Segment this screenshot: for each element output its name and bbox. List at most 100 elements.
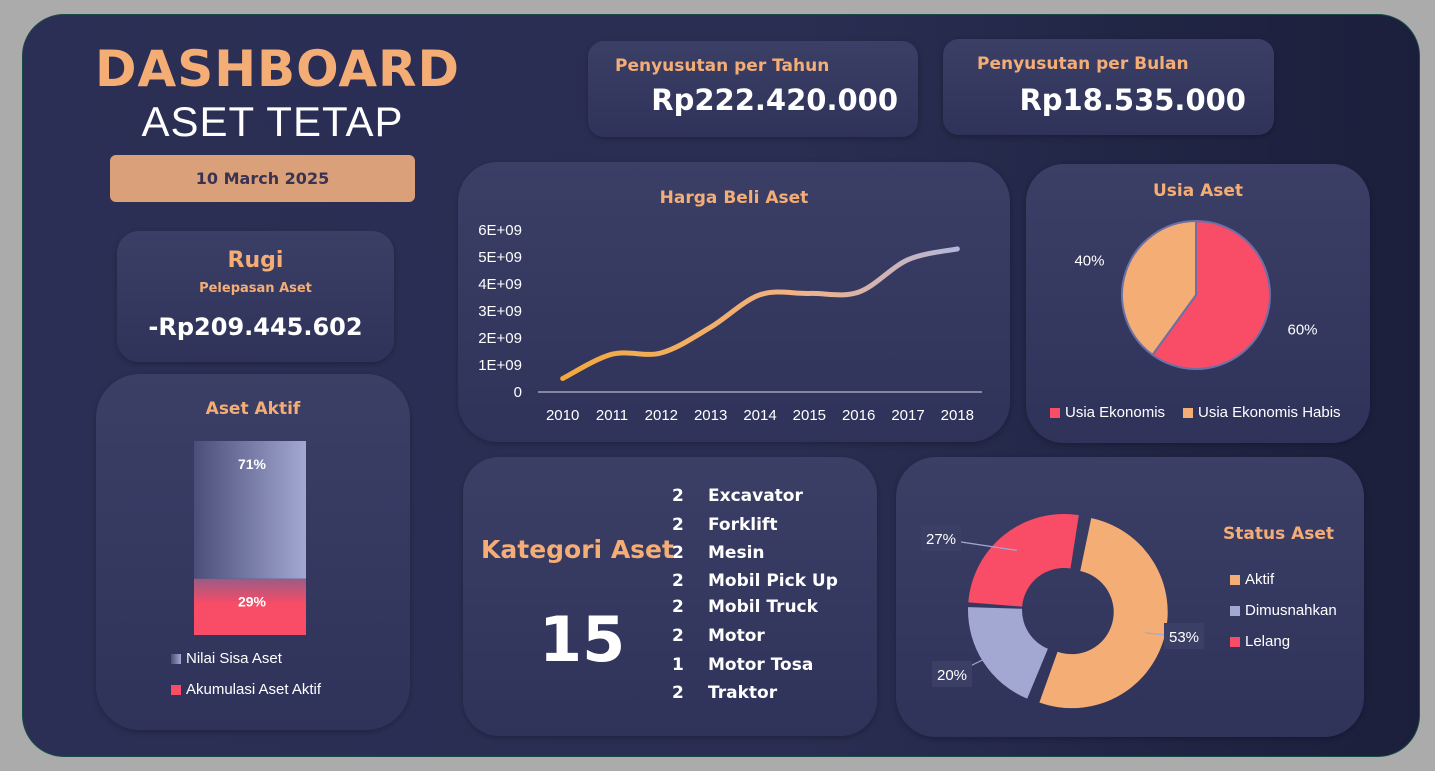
- dashboard-subtitle: ASET TETAP: [141, 98, 404, 145]
- y-tick-label: 3E+09: [478, 303, 522, 320]
- kategori-item-name: Forklift: [708, 515, 778, 535]
- donut-slice-label: 20%: [937, 667, 967, 684]
- kategori-item-name: Mesin: [708, 543, 765, 563]
- kategori-item-name: Motor: [708, 626, 765, 646]
- bar-nilai-sisa: [194, 441, 306, 579]
- rugi-subtitle: Pelepasan Aset: [199, 281, 312, 296]
- aset-aktif-title: Aset Aktif: [205, 399, 301, 419]
- pie-slice-label: 40%: [1074, 252, 1104, 269]
- aset-aktif-card: Aset Aktif 71% 29% Nilai Sisa Aset Akumu…: [96, 374, 410, 730]
- y-tick-label: 2E+09: [478, 330, 522, 347]
- donut-slice-label: 53%: [1169, 629, 1199, 646]
- donut-slice: [968, 607, 1048, 699]
- kategori-card: Kategori Aset 15 2 Excavator 2 Forklift 2 Mes…: [463, 457, 877, 736]
- x-tick-label: 2011: [596, 407, 628, 424]
- aset-aktif-chart: 71% 29%: [194, 441, 306, 635]
- kategori-item: 2 Forklift: [672, 515, 777, 535]
- kpi-card-yearly: Penyusutan per Tahun Rp222.420.000: [588, 41, 918, 137]
- legend-dimusnahkan: Dimusnahkan: [1230, 602, 1337, 619]
- y-tick-label: 5E+09: [478, 249, 522, 266]
- kpi-monthly-label: Penyusutan per Bulan: [977, 54, 1189, 74]
- legend-nilai-sisa-label: Nilai Sisa Aset: [186, 650, 282, 667]
- kategori-item-name: Mobil Truck: [708, 597, 818, 617]
- kategori-item-name: Excavator: [708, 486, 803, 506]
- legend-dimusnahkan-label: Dimusnahkan: [1245, 602, 1337, 619]
- kategori-item: 2 Mesin: [672, 543, 765, 563]
- legend-usia-habis: Usia Ekonomis Habis: [1183, 404, 1341, 421]
- y-tick-label: 6E+09: [478, 222, 522, 239]
- kategori-item-count: 2: [672, 597, 684, 617]
- legend-akumulasi: Akumulasi Aset Aktif: [171, 681, 321, 698]
- donut-label-box: [1164, 623, 1204, 649]
- x-tick-label: 2018: [941, 407, 974, 424]
- legend-lelang-label: Lelang: [1245, 633, 1291, 650]
- kategori-title: Kategori Aset: [481, 535, 674, 564]
- kpi-yearly-value: Rp222.420.000: [651, 83, 898, 117]
- x-tick-label: 2015: [793, 407, 826, 424]
- legend-swatch-red: [1230, 636, 1240, 647]
- date-badge: 10 March 2025: [110, 155, 415, 202]
- bar-akumulasi-label: 29%: [238, 594, 267, 610]
- usia-aset-card: Usia Aset 60% 40% Usia Ekonomis Usia Ekon…: [1026, 164, 1370, 443]
- kpi-yearly-label: Penyusutan per Tahun: [615, 56, 830, 76]
- kategori-item-name: Traktor: [708, 683, 778, 703]
- harga-beli-chart: 0 1E+09 2E+09 3E+09 4E+09 5E+09 6E+09 2010 2011 2…: [478, 222, 982, 424]
- kategori-item-count: 2: [672, 543, 684, 563]
- legend-aktif-label: Aktif: [1245, 571, 1275, 588]
- donut-slice: [968, 514, 1079, 607]
- y-tick-label: 4E+09: [478, 276, 522, 293]
- y-tick-label: 1E+09: [478, 357, 522, 374]
- usia-aset-title: Usia Aset: [1152, 181, 1244, 201]
- status-aset-card: Status Aset 53% 20% 27% Aktif Dimusnahkan …: [896, 457, 1364, 737]
- legend-aktif: Aktif: [1230, 571, 1274, 588]
- legend-nilai-sisa: Nilai Sisa Aset: [171, 650, 282, 667]
- kategori-item-name: Motor Tosa: [708, 655, 814, 675]
- legend-swatch-orange: [1230, 574, 1240, 585]
- bar-nilai-sisa-label: 71%: [238, 456, 267, 472]
- y-tick-label: 0: [514, 384, 522, 401]
- legend-swatch-red: [1050, 407, 1060, 418]
- kategori-total: 15: [539, 603, 626, 676]
- legend-swatch-orange: [1183, 407, 1193, 418]
- kategori-item-count: 1: [672, 655, 684, 675]
- x-tick-label: 2017: [891, 407, 924, 424]
- legend-swatch-red: [171, 684, 181, 695]
- legend-usia-ekonomis: Usia Ekonomis: [1050, 404, 1165, 421]
- x-tick-label: 2013: [694, 407, 727, 424]
- rugi-card: Rugi Pelepasan Aset -Rp209.445.602: [117, 231, 394, 362]
- kategori-item-count: 2: [672, 486, 684, 506]
- x-tick-label: 2012: [645, 407, 678, 424]
- pie-slice-label: 60%: [1288, 322, 1318, 339]
- donut-slice-label: 27%: [926, 531, 956, 548]
- legend-swatch-lavender: [1230, 605, 1240, 616]
- kategori-item-name: Mobil Pick Up: [708, 571, 838, 591]
- x-tick-label: 2014: [743, 407, 776, 424]
- rugi-title: Rugi: [227, 248, 284, 273]
- donut-slice: [1039, 518, 1168, 709]
- pie-slice: [1121, 219, 1197, 357]
- kategori-item: 1 Motor Tosa: [672, 655, 813, 675]
- kategori-item: 2 Mobil Pick Up: [672, 571, 838, 591]
- kategori-item: 2 Mobil Truck: [672, 597, 818, 617]
- donut-label-box: [921, 525, 961, 551]
- kategori-item-count: 2: [672, 515, 684, 535]
- rugi-value: -Rp209.445.602: [148, 313, 363, 341]
- harga-beli-title: Harga Beli Aset: [659, 188, 809, 208]
- bar-akumulasi: [194, 578, 306, 635]
- x-tick-label: 2010: [546, 407, 579, 424]
- harga-beli-card: Harga Beli Aset 0 1E+09 2E+09 3E+09 4E+09 5E+…: [458, 162, 1010, 442]
- x-tick-label: 2016: [842, 407, 875, 424]
- usia-aset-chart: 60% 40%: [1074, 219, 1318, 370]
- kpi-monthly-value: Rp18.535.000: [1019, 83, 1246, 117]
- legend-lelang: Lelang: [1230, 633, 1290, 650]
- kategori-item: 2 Traktor: [672, 683, 777, 703]
- line-series: [560, 246, 960, 381]
- status-aset-chart: 53% 20% 27%: [921, 514, 1204, 709]
- kategori-item-count: 2: [672, 683, 684, 703]
- dashboard-title: DASHBOARD: [95, 40, 461, 98]
- legend-akumulasi-label: Akumulasi Aset Aktif: [186, 681, 322, 698]
- legend-usia-habis-label: Usia Ekonomis Habis: [1198, 404, 1341, 421]
- kategori-item: 2 Excavator: [672, 486, 803, 506]
- legend-usia-ekonomis-label: Usia Ekonomis: [1065, 404, 1166, 421]
- donut-label-box: [932, 661, 972, 687]
